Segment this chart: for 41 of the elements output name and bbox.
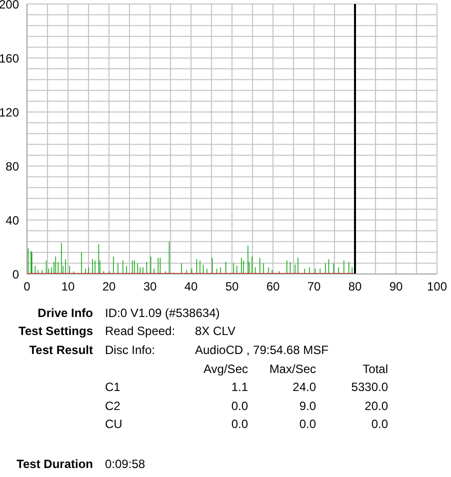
text: 0.0 <box>371 417 388 431</box>
text: Max/Sec <box>269 362 316 376</box>
text: 0.0 <box>299 417 316 431</box>
y-tick-label: 120 <box>0 105 20 120</box>
text: AudioCD , 79:54.68 MSF <box>195 343 328 357</box>
text: Test Result <box>29 343 93 357</box>
text: ID:0 V1.09 (#538634) <box>105 306 220 320</box>
text: Drive Info <box>38 306 93 320</box>
text: 0.0 <box>231 399 248 413</box>
x-tick-label: 50 <box>225 280 239 294</box>
x-tick-label: 30 <box>143 280 157 294</box>
y-tick-label: 160 <box>0 51 20 66</box>
x-tick-label: 40 <box>184 280 198 294</box>
text: Total <box>362 362 388 376</box>
x-tick-label: 100 <box>426 280 448 294</box>
y-tick-label: 0 <box>12 267 20 282</box>
text: Read Speed: <box>105 324 176 338</box>
x-tick-label: 70 <box>307 280 321 294</box>
text: Disc Info: <box>105 343 156 357</box>
x-tick-label: 60 <box>266 280 280 294</box>
text: C2 <box>105 399 120 413</box>
text: 0.0 <box>231 417 248 431</box>
text: 8X CLV <box>195 324 236 338</box>
text: 5330.0 <box>351 380 388 394</box>
text: CU <box>105 417 122 431</box>
x-tick-label: 0 <box>24 280 31 294</box>
text: Test Settings <box>18 324 93 338</box>
text: 24.0 <box>292 380 316 394</box>
text: 1.1 <box>231 380 248 394</box>
x-tick-label: 10 <box>61 280 75 294</box>
text: 20.0 <box>364 399 388 413</box>
text: 0:09:58 <box>105 457 146 471</box>
y-tick-label: 40 <box>6 213 20 228</box>
x-tick-label: 90 <box>389 280 403 294</box>
text: C1 <box>105 380 120 394</box>
text: 9.0 <box>299 399 316 413</box>
text: Avg/Sec <box>204 362 248 376</box>
y-tick-label: 80 <box>6 159 20 174</box>
text: Test Duration <box>16 457 93 471</box>
x-tick-label: 20 <box>102 280 116 294</box>
x-tick-label: 80 <box>348 280 362 294</box>
